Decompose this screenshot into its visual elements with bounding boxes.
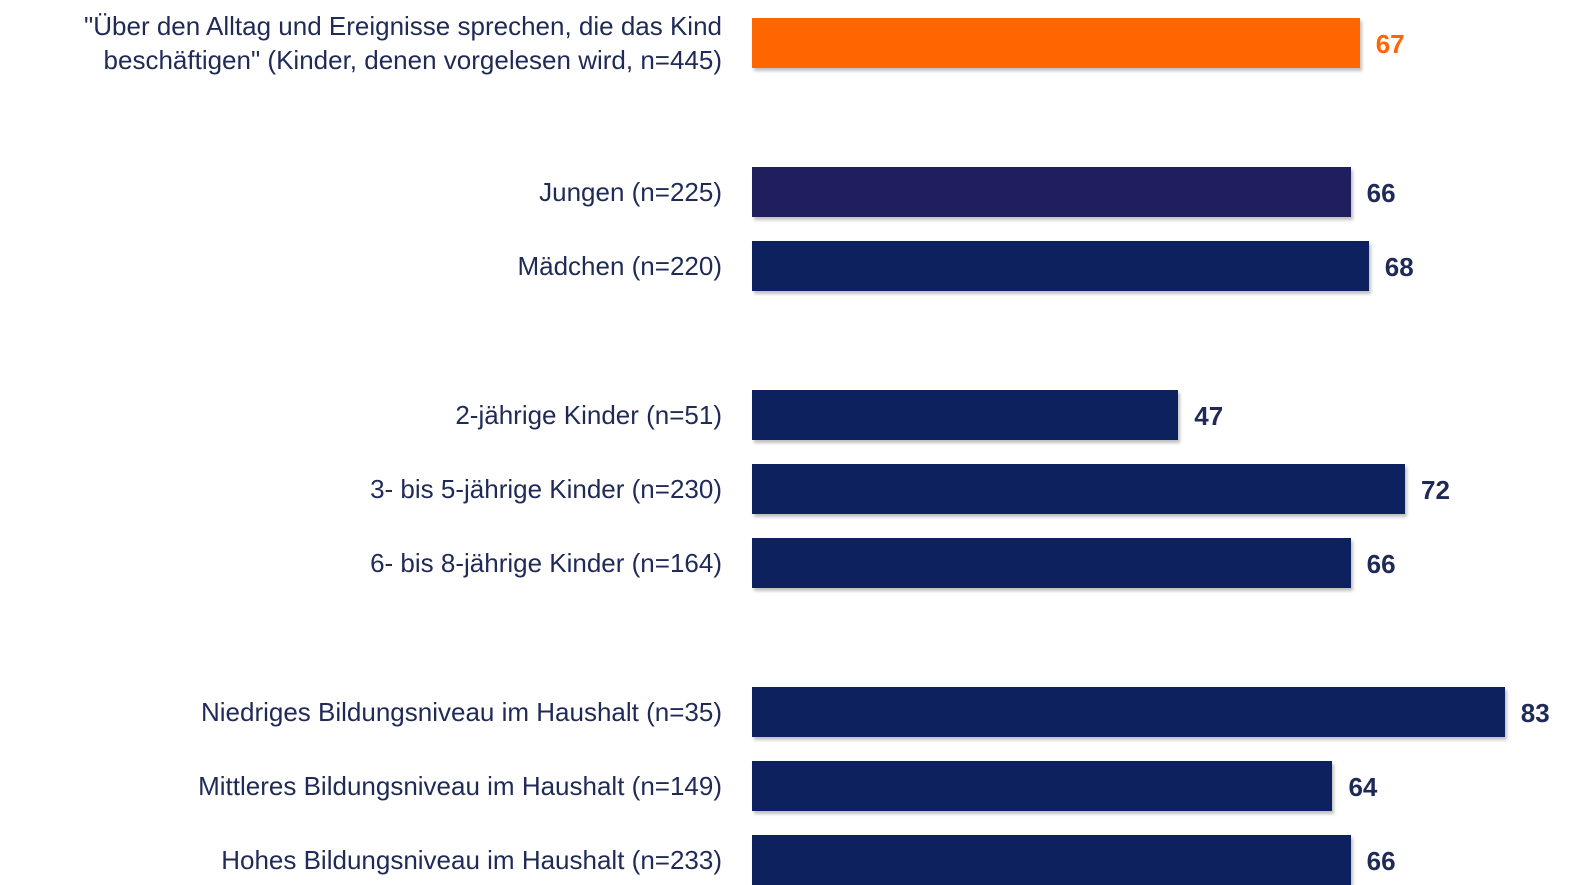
bar [752, 538, 1351, 589]
category-label: Hohes Bildungsniveau im Haushalt (n=233) [221, 845, 722, 876]
bar [752, 240, 1369, 291]
category-label: Mittleres Bildungsniveau im Haushalt (n=… [198, 771, 722, 801]
value-label: 66 [1366, 846, 1396, 877]
category-label: Mädchen (n=220) [517, 250, 722, 281]
value-label: 72 [1421, 474, 1450, 505]
category-label: Niedriges Bildungsniveau im Haushalt (n=… [200, 696, 722, 727]
value-label: 66 [1366, 549, 1396, 580]
value-label: 64 [1348, 772, 1378, 802]
bar [752, 686, 1505, 737]
bar [752, 18, 1360, 68]
bar [752, 463, 1406, 514]
category-label: 6- bis 8-jährige Kinder (n=164) [370, 548, 722, 579]
value-label: 47 [1194, 400, 1224, 431]
category-label: 2-jährige Kinder (n=51) [455, 399, 722, 430]
value-label: 67 [1375, 29, 1405, 59]
bar [752, 761, 1333, 811]
bar [752, 835, 1351, 885]
bar [752, 166, 1351, 217]
value-label: 68 [1384, 251, 1414, 282]
value-label: 83 [1520, 697, 1550, 728]
bar [752, 389, 1179, 440]
value-label: 66 [1366, 177, 1396, 208]
category-label: "Über den Alltag und Ereignisse sprechen… [84, 11, 722, 75]
category-label: Jungen (n=225) [539, 176, 722, 207]
category-label: 3- bis 5-jährige Kinder (n=230) [370, 473, 722, 504]
